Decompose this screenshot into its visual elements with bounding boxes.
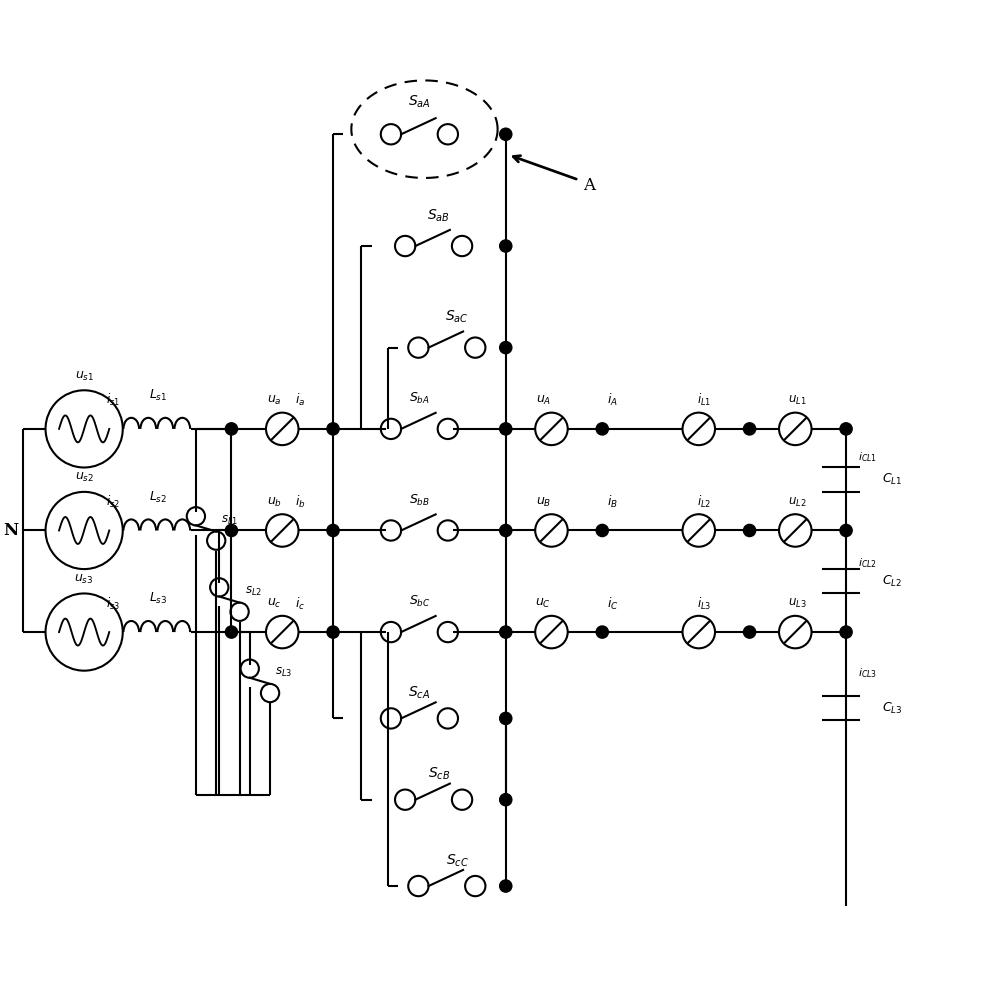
Circle shape bbox=[500, 128, 512, 140]
Text: $i_B$: $i_B$ bbox=[607, 494, 618, 510]
Text: A: A bbox=[583, 177, 595, 194]
Circle shape bbox=[743, 423, 755, 435]
Circle shape bbox=[327, 524, 339, 537]
Text: $u_A$: $u_A$ bbox=[535, 394, 551, 407]
Circle shape bbox=[500, 626, 512, 638]
Text: $S_{cB}$: $S_{cB}$ bbox=[428, 766, 450, 782]
Text: $i_b$: $i_b$ bbox=[295, 494, 306, 510]
Text: $S_{bB}$: $S_{bB}$ bbox=[409, 492, 430, 508]
Circle shape bbox=[597, 524, 608, 537]
Text: $s_{L2}$: $s_{L2}$ bbox=[245, 585, 262, 598]
Text: $u_{s1}$: $u_{s1}$ bbox=[75, 370, 94, 383]
Text: $S_{cA}$: $S_{cA}$ bbox=[408, 685, 431, 701]
Text: $i_{CL1}$: $i_{CL1}$ bbox=[858, 450, 878, 464]
Text: $S_{bC}$: $S_{bC}$ bbox=[408, 594, 430, 609]
Text: $u_C$: $u_C$ bbox=[535, 597, 551, 610]
Text: $i_c$: $i_c$ bbox=[296, 596, 306, 612]
Circle shape bbox=[500, 524, 512, 537]
Text: $i_C$: $i_C$ bbox=[606, 596, 618, 612]
Text: $i_{L2}$: $i_{L2}$ bbox=[697, 494, 711, 510]
Circle shape bbox=[226, 626, 238, 638]
Circle shape bbox=[500, 712, 512, 725]
Circle shape bbox=[743, 524, 755, 537]
Text: $u_b$: $u_b$ bbox=[266, 495, 282, 509]
Circle shape bbox=[327, 423, 339, 435]
Text: $u_{L3}$: $u_{L3}$ bbox=[788, 597, 807, 610]
Text: $S_{bA}$: $S_{bA}$ bbox=[409, 391, 430, 406]
Circle shape bbox=[500, 794, 512, 806]
Text: $u_c$: $u_c$ bbox=[267, 597, 281, 610]
Circle shape bbox=[327, 626, 339, 638]
Text: $i_{s3}$: $i_{s3}$ bbox=[106, 596, 119, 612]
Text: $i_{s1}$: $i_{s1}$ bbox=[106, 392, 119, 408]
Circle shape bbox=[840, 626, 852, 638]
Text: $i_{s2}$: $i_{s2}$ bbox=[106, 494, 119, 510]
Text: $u_{L2}$: $u_{L2}$ bbox=[788, 495, 807, 509]
Circle shape bbox=[840, 524, 852, 537]
Circle shape bbox=[226, 423, 238, 435]
Text: $S_{cC}$: $S_{cC}$ bbox=[446, 852, 468, 869]
Text: $L_{s3}$: $L_{s3}$ bbox=[149, 591, 168, 606]
Circle shape bbox=[500, 240, 512, 252]
Text: $s_{L1}$: $s_{L1}$ bbox=[221, 514, 239, 527]
Circle shape bbox=[226, 524, 238, 537]
Text: $i_a$: $i_a$ bbox=[296, 392, 306, 408]
Text: $i_{CL2}$: $i_{CL2}$ bbox=[858, 556, 878, 570]
Circle shape bbox=[743, 626, 755, 638]
Text: $L_{s1}$: $L_{s1}$ bbox=[149, 388, 168, 403]
Text: $C_{L2}$: $C_{L2}$ bbox=[881, 574, 902, 589]
Text: $u_{s3}$: $u_{s3}$ bbox=[75, 573, 94, 586]
Text: $S_{aC}$: $S_{aC}$ bbox=[446, 309, 468, 325]
Text: $i_{CL3}$: $i_{CL3}$ bbox=[858, 666, 878, 680]
Text: $i_{L1}$: $i_{L1}$ bbox=[697, 392, 711, 408]
Text: $i_{L3}$: $i_{L3}$ bbox=[697, 596, 711, 612]
Text: $i_A$: $i_A$ bbox=[607, 392, 618, 408]
Circle shape bbox=[597, 423, 608, 435]
Circle shape bbox=[500, 342, 512, 354]
Circle shape bbox=[597, 626, 608, 638]
Circle shape bbox=[500, 880, 512, 892]
Text: $u_B$: $u_B$ bbox=[535, 495, 551, 509]
Text: $C_{L1}$: $C_{L1}$ bbox=[881, 472, 902, 487]
Circle shape bbox=[840, 423, 852, 435]
Text: $C_{L3}$: $C_{L3}$ bbox=[881, 701, 902, 716]
Text: $S_{aA}$: $S_{aA}$ bbox=[408, 94, 431, 110]
Text: $L_{s2}$: $L_{s2}$ bbox=[149, 489, 168, 505]
Text: $S_{aB}$: $S_{aB}$ bbox=[427, 207, 451, 224]
Text: $u_a$: $u_a$ bbox=[267, 394, 281, 407]
Text: N: N bbox=[3, 522, 19, 539]
Text: $u_{L1}$: $u_{L1}$ bbox=[788, 394, 807, 407]
Text: $s_{L3}$: $s_{L3}$ bbox=[275, 666, 293, 679]
Text: $u_{s2}$: $u_{s2}$ bbox=[75, 471, 94, 484]
Circle shape bbox=[500, 423, 512, 435]
